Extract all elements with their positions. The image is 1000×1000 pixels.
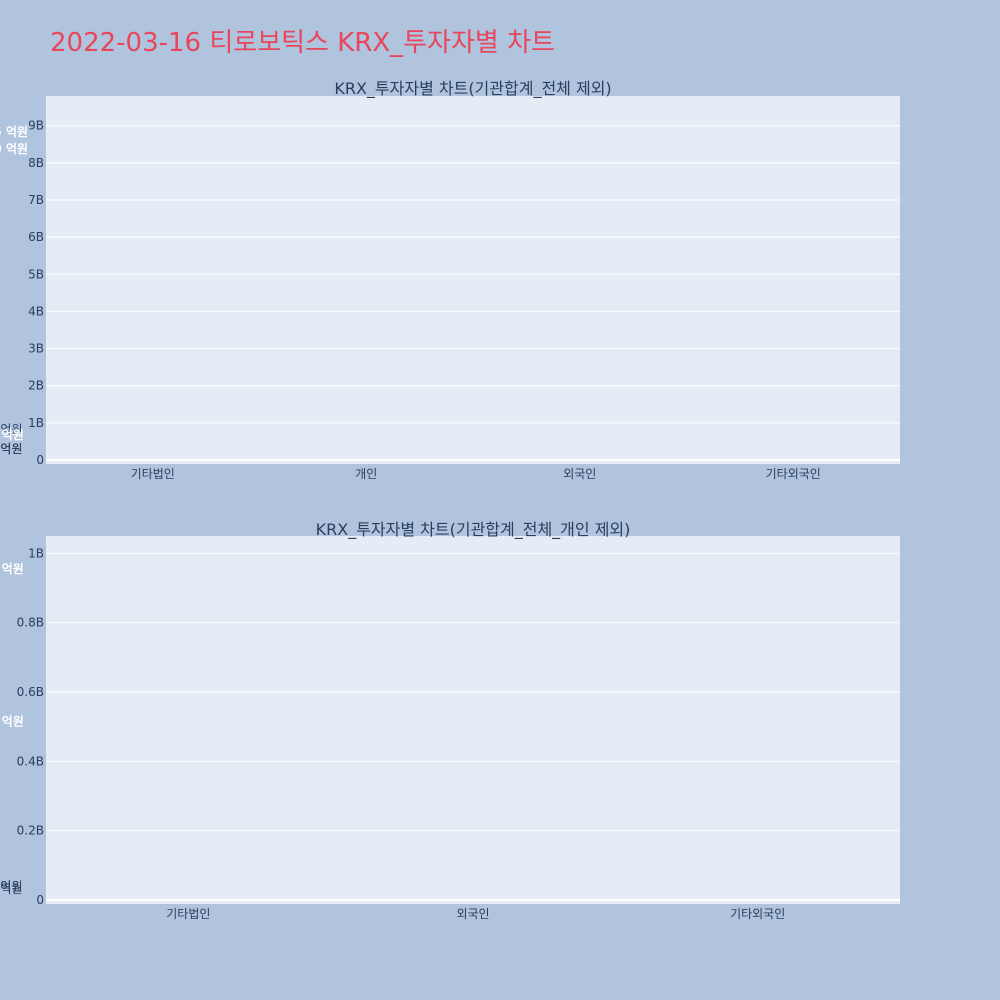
subplot-title: KRX_투자자별 차트(기관합계_전체 제외) [334, 79, 611, 99]
data-label: 5.5 억원 [0, 423, 22, 437]
chart-panel-1: KRX_투자자별 차트(기관합계_전체 제외) 0 1B 2B 3B 4B 5B 6B 7B 8B… [0, 79, 900, 481]
y-tick-label: 5B [28, 267, 44, 281]
x-tick-label: 기타외국인 [766, 467, 821, 481]
y-tick-label: 4B [28, 304, 44, 318]
data-label: 0.1 억원 [0, 442, 22, 456]
y-tick-label: 0.8B [17, 616, 44, 630]
subplot-title: KRX_투자자별 차트(기관합계_전체_개인 제외) [316, 520, 631, 540]
data-label: 9.9 억원 [0, 428, 24, 442]
data-label: 0.1 억원 [0, 880, 22, 894]
y-tick-label: 0.2B [17, 824, 44, 838]
data-label: 9.9 억원 [0, 562, 24, 576]
data-label: 5.5 억원 [0, 714, 24, 728]
y-tick-label: 0.4B [17, 754, 44, 768]
y-tick-label: 0 [36, 453, 44, 467]
y-tick-label: 0 [36, 893, 44, 907]
plot-area [46, 96, 900, 464]
x-tick-label: 개인 [355, 467, 377, 481]
y-tick-label: 3B [28, 342, 44, 356]
chart-panel-2: KRX_투자자별 차트(기관합계_전체_개인 제외) 0 0.2B 0.4B 0.6B 0… [0, 520, 900, 921]
data-label: 0.1 억원 [0, 442, 22, 456]
y-tick-label: 8B [28, 156, 44, 170]
data-label: 91.5 억원 [0, 125, 28, 139]
y-tick-label: 0.6B [17, 685, 44, 699]
data-label: 0.1 억원 [0, 442, 22, 456]
y-tick-label: 1B [28, 416, 44, 430]
y-tick-label: 9B [28, 119, 44, 133]
x-tick-label: 기타법인 [131, 467, 175, 481]
x-tick-label: 외국인 [563, 467, 596, 481]
x-tick-label: 외국인 [456, 907, 489, 921]
y-tick-label: 7B [28, 193, 44, 207]
data-label: 87.0 억원 [0, 142, 28, 156]
y-tick-label: 2B [28, 379, 44, 393]
y-tick-label: 1B [28, 546, 44, 560]
x-tick-label: 기타법인 [166, 907, 210, 921]
data-label: 0.0 억원 [0, 442, 22, 456]
data-label: 0.0 억원 [0, 882, 22, 896]
x-tick-label: 기타외국인 [730, 907, 785, 921]
page-title: 2022-03-16 티로보틱스 KRX_투자자별 차트 [50, 28, 555, 58]
data-label: 0.1 억원 [0, 880, 22, 894]
y-tick-label: 6B [28, 230, 44, 244]
data-label: 0.1 억원 [0, 880, 22, 894]
plot-area [46, 536, 900, 904]
